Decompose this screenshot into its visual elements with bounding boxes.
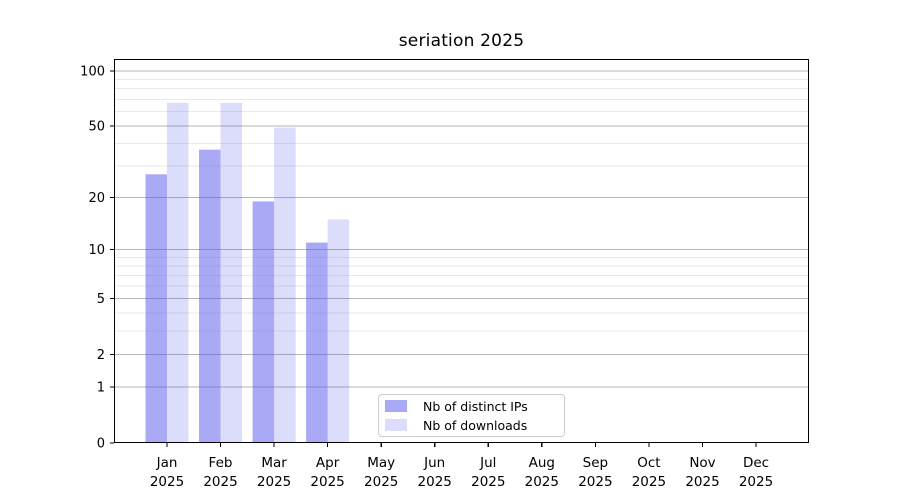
x-tick-label-month-aug: Aug <box>529 455 555 471</box>
plot-area <box>114 59 809 443</box>
bar-nb-of-downloads-apr <box>327 219 350 443</box>
bar-nb-of-distinct-ips-mar <box>252 201 275 443</box>
x-tick-label-year-may: 2025 <box>364 474 398 490</box>
x-tick-label-year-jun: 2025 <box>418 474 452 490</box>
legend-swatch-distinct-ips <box>385 400 407 412</box>
bar-nb-of-downloads-jan <box>167 102 189 444</box>
bar-nb-of-distinct-ips-feb <box>199 149 221 443</box>
y-tick-label-20: 20 <box>88 191 105 206</box>
x-tick-label-year-aug: 2025 <box>525 474 559 490</box>
x-tick-label-year-apr: 2025 <box>310 474 344 490</box>
legend-item-downloads: Nb of downloads <box>385 417 564 433</box>
legend-label-downloads: Nb of downloads <box>423 417 528 433</box>
legend: Nb of distinct IPs Nb of downloads <box>378 394 565 437</box>
x-tick-label-year-mar: 2025 <box>257 474 291 490</box>
y-tick-label-10: 10 <box>88 243 105 258</box>
x-tick-label-month-feb: Feb <box>209 455 233 471</box>
x-tick-label-month-dec: Dec <box>743 455 769 471</box>
y-tick-label-0: 0 <box>97 437 105 452</box>
x-tick-label-year-jul: 2025 <box>471 474 505 490</box>
x-tick-label-month-jan: Jan <box>156 455 178 471</box>
x-tick-label-month-oct: Oct <box>637 455 660 471</box>
x-tick-label-month-apr: Apr <box>316 455 340 471</box>
y-tick-label-1: 1 <box>97 381 105 396</box>
chart-title: seriation 2025 <box>398 31 525 51</box>
x-tick-label-month-mar: Mar <box>261 455 287 471</box>
x-tick-label-month-jun: Jun <box>423 455 445 471</box>
y-tick-label-5: 5 <box>97 292 105 307</box>
legend-item-distinct-ips: Nb of distinct IPs <box>385 398 564 414</box>
bar-nb-of-downloads-mar <box>274 127 296 443</box>
bar-nb-of-downloads-feb <box>220 102 242 444</box>
bar-nb-of-distinct-ips-apr <box>306 242 328 443</box>
x-tick-label-year-sep: 2025 <box>578 474 612 490</box>
axes-spines <box>114 59 809 443</box>
x-tick-label-year-feb: 2025 <box>203 474 237 490</box>
y-tick-label-2: 2 <box>97 348 105 363</box>
legend-swatch-downloads <box>385 419 407 431</box>
legend-label-distinct-ips: Nb of distinct IPs <box>423 398 528 414</box>
x-tick-label-month-may: May <box>367 455 395 471</box>
x-tick-label-year-oct: 2025 <box>632 474 666 490</box>
x-tick-label-year-dec: 2025 <box>739 474 773 490</box>
bar-nb-of-distinct-ips-jan <box>145 174 167 444</box>
x-tick-label-year-jan: 2025 <box>150 474 184 490</box>
x-tick-label-year-nov: 2025 <box>685 474 719 490</box>
x-tick-label-month-jul: Jul <box>479 455 496 471</box>
y-tick-label-100: 100 <box>80 64 105 79</box>
x-tick-label-month-nov: Nov <box>689 455 715 471</box>
y-tick-label-50: 50 <box>88 120 105 135</box>
x-tick-label-month-sep: Sep <box>583 455 608 471</box>
